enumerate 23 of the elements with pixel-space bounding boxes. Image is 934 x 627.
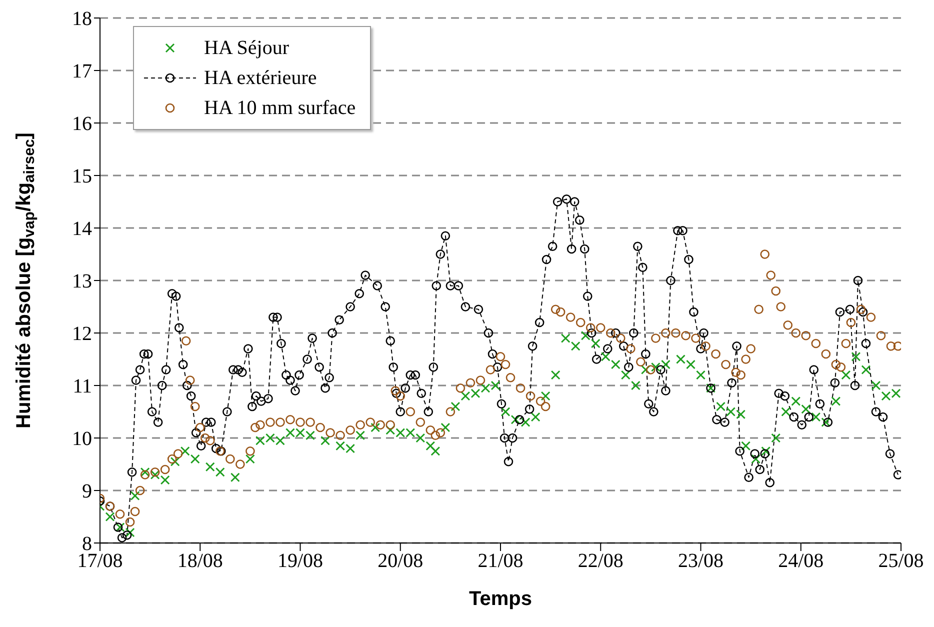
y-tick-label: 11 bbox=[72, 376, 92, 398]
legend-label: HA Séjour bbox=[204, 36, 289, 60]
legend-label: HA 10 mm surface bbox=[204, 96, 356, 120]
y-tick-label: 16 bbox=[72, 113, 92, 136]
x-tick-label: 20/08 bbox=[378, 550, 424, 572]
x-tick-label: 19/08 bbox=[277, 550, 324, 572]
x-axis-title: Temps bbox=[469, 588, 532, 610]
y-tick-label: 13 bbox=[72, 270, 92, 293]
x-tick-label: 17/08 bbox=[77, 550, 123, 572]
x-tick-label: 25/08 bbox=[878, 550, 924, 572]
x-tick-label: 23/08 bbox=[678, 550, 724, 572]
x-tick-label: 24/08 bbox=[778, 550, 824, 572]
x-tick-label: 18/08 bbox=[177, 550, 223, 572]
y-tick-label: 14 bbox=[72, 218, 92, 240]
y-tick-label: 9 bbox=[82, 480, 92, 503]
y-tick-label: 17 bbox=[72, 60, 92, 83]
x-tick-label: 22/08 bbox=[578, 550, 624, 572]
y-tick-label: 10 bbox=[72, 428, 92, 450]
y-tick-label: 12 bbox=[72, 323, 92, 346]
x-tick-label: 21/08 bbox=[478, 550, 524, 572]
y-tick-label: 15 bbox=[72, 166, 92, 188]
legend-label: HA extérieure bbox=[204, 66, 317, 90]
y-tick-label: 18 bbox=[72, 8, 92, 30]
